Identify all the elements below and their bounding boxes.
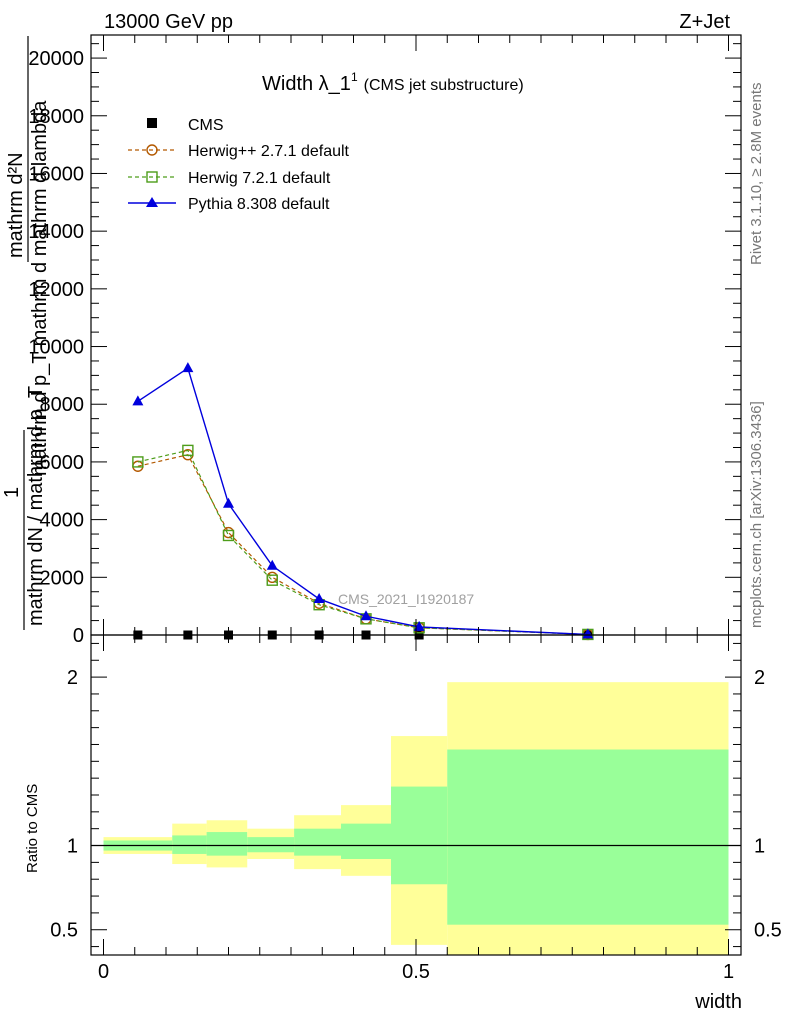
herwig7-point-3	[266, 574, 278, 586]
ratio-band-inner-7	[447, 749, 729, 925]
main-ytick-label-7: 14000	[28, 221, 84, 243]
pythia-point-7	[582, 628, 594, 639]
main-ytick-label-6: 12000	[28, 279, 84, 301]
axis-ticks: 0 2000 4000 6000 8000 10000 12000 14000 16000 180…	[28, 35, 782, 983]
series-line-1	[137, 454, 588, 636]
main-ytick-label-0: 0	[73, 625, 84, 647]
ratio-bands	[103, 682, 729, 955]
ratio-xtick-label-0: 0	[98, 961, 109, 983]
legend-label-herwig7: Herwig 7.2.1 default	[188, 170, 331, 187]
ratio-ytick-label-left-1: 1	[67, 836, 78, 858]
ratio-ytick-label-right-1: 1	[754, 836, 765, 858]
herwig7-point-2	[222, 529, 235, 542]
legend-label-pythia: Pythia 8.308 default	[188, 196, 330, 213]
analysis-watermark: CMS_2021_I1920187	[338, 591, 474, 607]
main-ytick-label-5: 10000	[28, 337, 84, 359]
legend-marker-pythia	[146, 197, 158, 207]
herwigpp-point-2	[222, 526, 235, 539]
ylabel-top-line2: mathrm d p_T mathrm d mathrm d lambda	[29, 100, 51, 476]
ratio-band-inner-5	[341, 823, 391, 859]
pythia-point-5	[360, 610, 372, 621]
legend-label-herwigpp: Herwig++ 2.7.1 default	[188, 143, 350, 160]
main-ytick-label-3: 6000	[40, 452, 85, 474]
ratio-xtick-label-1: 0.5	[402, 961, 430, 983]
legend: CMS Herwig++ 2.7.1 default Herwig 7.2.1 …	[128, 117, 350, 213]
ratio-band-inner-3	[247, 837, 295, 853]
pythia-point-3	[266, 559, 278, 570]
main-ytick-label-9: 18000	[28, 106, 84, 128]
legend-marker-herwig7	[146, 171, 158, 183]
legend-marker-herwigpp	[146, 144, 158, 156]
herwig7-point-0	[132, 456, 144, 468]
ylabel-top-line1: mathrm d²N	[5, 152, 27, 258]
rivet-label: Rivet 3.1.10, ≥ 2.8M events	[748, 83, 765, 266]
ratio-band-inner-4	[294, 828, 341, 856]
pythia-point-4	[313, 592, 325, 603]
ratio-xtick-label-2: 1	[723, 961, 734, 983]
pythia-point-1	[182, 362, 194, 373]
mcplots-label: mcplots.cern.ch [arXiv:1306.3436]	[748, 401, 765, 628]
header-right: Z+Jet	[679, 11, 730, 33]
herwig7-point-1	[182, 444, 194, 457]
legend-marker-cms	[147, 118, 157, 128]
plot-title-sub: (CMS jet substructure)	[364, 77, 524, 94]
main-ytick-label-4: 8000	[40, 394, 85, 416]
main-ytick-label-2: 4000	[40, 510, 85, 532]
series-line-3	[137, 367, 588, 636]
main-ytick-label-8: 16000	[28, 163, 84, 185]
ratio-ytick-label-left-2: 2	[67, 667, 78, 689]
legend-label-cms: CMS	[188, 117, 224, 134]
pythia-point-0	[132, 395, 144, 406]
plot-title: Width λ_11 (CMS jet substructure)	[262, 70, 524, 95]
ratio-band-inner-6	[391, 786, 448, 885]
ratio-ytick-label-left-0: 0.5	[50, 920, 78, 942]
plot-title-sup: 1	[351, 70, 358, 84]
plot-title-main: Width λ_1	[262, 73, 351, 95]
ratio-ytick-label-right-2: 2	[754, 667, 765, 689]
xlabel: width	[694, 991, 742, 1013]
ratio-band-inner-1	[172, 835, 207, 854]
ratio-ylabel: Ratio to CMS	[24, 784, 41, 873]
header-left: 13000 GeV pp	[104, 11, 233, 33]
pythia-point-2	[223, 497, 234, 508]
ylabel-bottom: mathrm dN / mathrm d p_T	[25, 386, 47, 626]
main-ytick-label-1: 2000	[40, 567, 85, 589]
main-ytick-label-10: 20000	[28, 48, 84, 70]
series-line-2	[137, 449, 588, 636]
ratio-band-inner-2	[206, 832, 248, 856]
ylabel-one: 1	[1, 487, 23, 498]
ratio-ytick-label-right-0: 0.5	[754, 920, 782, 942]
